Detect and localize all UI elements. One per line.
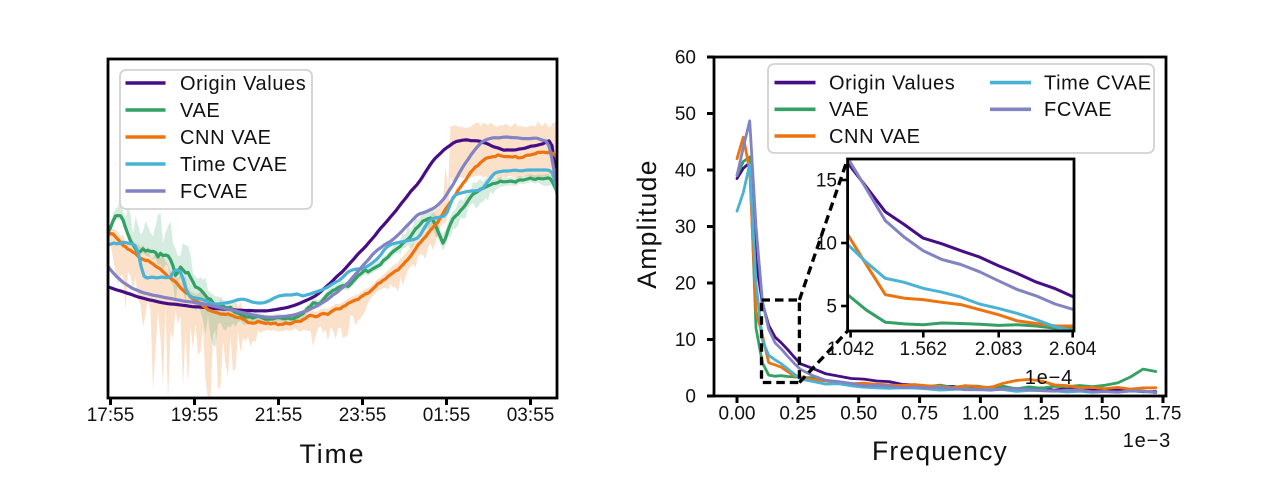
svg-text:1.25: 1.25 — [1023, 404, 1060, 425]
svg-text:60: 60 — [675, 48, 696, 69]
svg-text:FCVAE: FCVAE — [180, 181, 248, 203]
svg-text:1.50: 1.50 — [1084, 404, 1121, 425]
svg-text:1e−3: 1e−3 — [1123, 430, 1171, 452]
svg-text:0.50: 0.50 — [840, 404, 877, 425]
svg-text:Time: Time — [300, 439, 366, 469]
svg-text:1.562: 1.562 — [900, 339, 948, 360]
svg-text:23:55: 23:55 — [339, 405, 387, 426]
svg-text:Origin Values: Origin Values — [180, 73, 306, 95]
svg-text:40: 40 — [675, 161, 696, 182]
svg-text:0: 0 — [685, 387, 696, 408]
svg-text:01:55: 01:55 — [423, 405, 471, 426]
svg-text:VAE: VAE — [180, 100, 220, 122]
svg-text:5: 5 — [826, 297, 837, 318]
svg-text:03:55: 03:55 — [507, 405, 555, 426]
svg-text:20: 20 — [675, 274, 696, 295]
svg-text:VAE: VAE — [829, 99, 869, 121]
svg-text:Frequency: Frequency — [872, 436, 1008, 466]
svg-text:0.25: 0.25 — [779, 404, 816, 425]
svg-text:1.00: 1.00 — [962, 404, 999, 425]
svg-text:0.00: 0.00 — [719, 404, 756, 425]
svg-text:2.604: 2.604 — [1049, 339, 1097, 360]
svg-text:Time CVAE: Time CVAE — [1044, 72, 1152, 94]
svg-text:2.083: 2.083 — [975, 339, 1023, 360]
svg-text:17:55: 17:55 — [87, 405, 135, 426]
svg-text:10: 10 — [816, 234, 837, 255]
svg-text:CNN VAE: CNN VAE — [829, 126, 921, 148]
svg-text:10: 10 — [675, 330, 696, 351]
svg-text:Origin Values: Origin Values — [829, 72, 955, 94]
svg-text:FCVAE: FCVAE — [1044, 99, 1112, 121]
svg-text:19:55: 19:55 — [171, 405, 219, 426]
svg-text:1.75: 1.75 — [1145, 404, 1182, 425]
svg-text:21:55: 21:55 — [255, 405, 303, 426]
svg-text:0.75: 0.75 — [901, 404, 938, 425]
svg-text:50: 50 — [675, 104, 696, 125]
svg-text:30: 30 — [675, 217, 696, 238]
svg-text:15: 15 — [816, 171, 837, 192]
svg-text:1e−4: 1e−4 — [1025, 367, 1073, 389]
svg-text:CNN VAE: CNN VAE — [180, 127, 272, 149]
svg-text:Time CVAE: Time CVAE — [180, 154, 288, 176]
svg-text:Amplitude: Amplitude — [632, 159, 662, 289]
svg-text:1.042: 1.042 — [827, 339, 875, 360]
